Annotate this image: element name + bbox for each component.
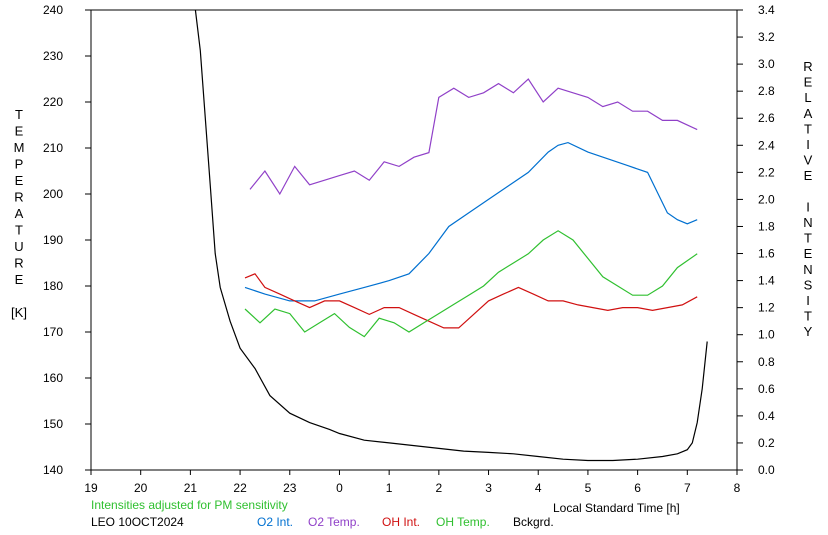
x-tick-label: 0 xyxy=(336,481,343,495)
x-axis-label: Local Standard Time [h] xyxy=(553,501,680,515)
y-left-tick-label: 220 xyxy=(43,95,63,109)
y-right-tick-label: 0.6 xyxy=(758,382,775,396)
pm-sensitivity-note: Intensities adjusted for PM sensitivity xyxy=(91,498,288,512)
x-axis: 19 20 21 22 23 0 1 2 3 4 5 6 7 8 xyxy=(84,470,741,495)
y-left-tick-label: 210 xyxy=(43,141,63,155)
y-left-label-letter: M xyxy=(14,140,25,155)
y-right-tick-label: 2.8 xyxy=(758,84,775,98)
y-left-tick-label: 190 xyxy=(43,233,63,247)
x-tick-label: 3 xyxy=(485,481,492,495)
x-tick-label: 23 xyxy=(283,481,297,495)
y-right-label-letter: T xyxy=(804,309,812,324)
y-right-tick-label: 0.0 xyxy=(758,463,775,477)
y-right-tick-label: 1.4 xyxy=(758,274,775,288)
y-right-tick-label: 0.2 xyxy=(758,436,775,450)
y-right-label-letter: E xyxy=(804,75,813,90)
y-left-label-letter: P xyxy=(15,157,24,172)
y-right-tick-label: 1.8 xyxy=(758,219,775,233)
y-left-label-letter: R xyxy=(14,256,23,271)
y-left-tick-label: 240 xyxy=(43,3,63,17)
series-line-o2-temp xyxy=(249,78,698,196)
y-left-tick-label: 150 xyxy=(43,417,63,431)
station-date-label: LEO 10OCT2024 xyxy=(91,515,184,529)
x-tick-label: 5 xyxy=(585,481,592,495)
y-left-tick-label: 200 xyxy=(43,187,63,201)
x-tick-label: 1 xyxy=(386,481,393,495)
y-right-tick-label: 0.8 xyxy=(758,355,775,369)
y-right-label-letter: I xyxy=(806,137,810,152)
x-tick-label: 21 xyxy=(184,481,198,495)
y-right-tick-label: 1.6 xyxy=(758,247,775,261)
y-right-label-letter: A xyxy=(804,106,813,121)
y-right-label-letter: I xyxy=(806,199,810,214)
y-right-label-letter: E xyxy=(804,168,813,183)
y-left-label-letter: U xyxy=(14,239,23,254)
x-tick-label: 2 xyxy=(436,481,443,495)
y-right-tick-label: 3.0 xyxy=(758,57,775,71)
y-right-label-letter: E xyxy=(804,246,813,261)
x-tick-label: 8 xyxy=(734,481,741,495)
y-left-label-letter: T xyxy=(15,107,23,122)
x-tick-label: 22 xyxy=(233,481,247,495)
y-left-tick-label: 160 xyxy=(43,371,63,385)
y-right-label-letter: T xyxy=(804,121,812,136)
y-right-tick-label: 2.2 xyxy=(758,165,775,179)
y-left-label-letter: E xyxy=(15,272,24,287)
x-tick-label: 7 xyxy=(684,481,691,495)
x-tick-label: 19 xyxy=(84,481,98,495)
y-right-label-letter: L xyxy=(804,90,811,105)
y-right-label-letter: R xyxy=(803,59,812,74)
x-tick-label: 6 xyxy=(634,481,641,495)
series-layer xyxy=(194,9,708,462)
y-left-label-letter: [K] xyxy=(11,305,27,320)
y-left-label-letter: E xyxy=(15,124,24,139)
legend-entry: Bckgrd. xyxy=(513,515,554,529)
legend-entry: OH Int. xyxy=(382,515,420,529)
legend-entry: O2 Temp. xyxy=(308,515,360,529)
y-left-label-letter: E xyxy=(15,173,24,188)
y-right-label-letter: I xyxy=(806,293,810,308)
y-left-tick-label: 230 xyxy=(43,49,63,63)
series-line-oh-int xyxy=(244,273,698,329)
y-right-label-letter: N xyxy=(803,262,812,277)
y-right-label-letter: V xyxy=(804,153,813,168)
y-right-label-letter: T xyxy=(804,231,812,246)
y-axis-left: 140 150 160 170 180 190 200 210 220 230 240 xyxy=(43,3,91,477)
x-tick-label: 4 xyxy=(535,481,542,495)
y-right-tick-label: 3.2 xyxy=(758,30,775,44)
series-line-oh-temp xyxy=(244,230,698,338)
y-left-label-letter: A xyxy=(15,206,24,221)
series-line-bckgrd xyxy=(194,9,708,462)
legend: O2 Int. O2 Temp. OH Int. OH Temp. Bckgrd. xyxy=(257,515,554,529)
y-left-tick-label: 180 xyxy=(43,279,63,293)
y-right-label-letter: N xyxy=(803,215,812,230)
legend-entry: O2 Int. xyxy=(257,515,293,529)
y-right-tick-label: 2.6 xyxy=(758,111,775,125)
y-left-label-letter: R xyxy=(14,190,23,205)
plot-frame xyxy=(90,9,738,471)
y-right-tick-label: 3.4 xyxy=(758,3,775,17)
y-right-tick-label: 2.0 xyxy=(758,192,775,206)
y-right-tick-label: 2.4 xyxy=(758,138,775,152)
series-line-o2-int xyxy=(244,141,698,302)
y-axis-right: 0.0 0.2 0.4 0.6 0.8 1.0 1.2 1.4 1.6 1.8 2.0 2.2 2.4 2… xyxy=(737,3,775,477)
x-tick-label: 20 xyxy=(134,481,148,495)
y-left-label-letter: T xyxy=(15,223,23,238)
y-right-tick-label: 1.2 xyxy=(758,301,775,315)
y-right-tick-label: 1.0 xyxy=(758,328,775,342)
y-right-label-letter: S xyxy=(804,277,813,292)
y-right-tick-label: 0.4 xyxy=(758,409,775,423)
y-left-tick-label: 140 xyxy=(43,463,63,477)
y-left-tick-label: 170 xyxy=(43,325,63,339)
legend-entry: OH Temp. xyxy=(436,515,490,529)
y-right-label-letter: Y xyxy=(804,324,813,339)
